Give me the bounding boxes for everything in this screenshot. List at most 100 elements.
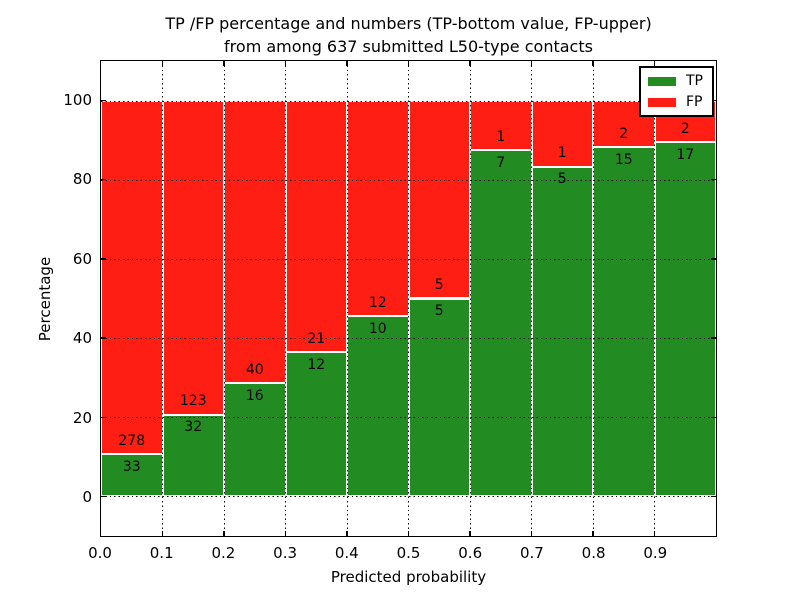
y-axis-label: Percentage [36,256,54,342]
fp-legend-label: FP [686,94,703,110]
tp-count-label: 5 [557,171,567,188]
x-tick-mark-top [530,61,533,66]
y-tick-mark-right [711,179,716,181]
x-tick-mark-bottom [407,531,410,536]
fp-count-label: 21 [307,331,326,348]
x-tick-mark-top [407,61,410,66]
tp-count-label: 32 [184,419,203,436]
x-gridline [285,61,286,536]
x-tick-mark-top [223,61,225,66]
y-tick-mark-left [101,179,106,181]
x-tick-mark-bottom [592,531,594,536]
x-tick-label: 0.6 [458,544,483,562]
y-tick-mark-right [711,416,716,418]
x-tick-mark-top [469,61,471,66]
y-tick-label: 80 [72,170,92,189]
y-gridline [101,417,716,419]
x-axis-label: Predicted probability [330,568,487,586]
y-gridline [101,496,716,498]
chart-title: TP /FP percentage and numbers (TP-bottom… [100,12,717,58]
bar-tp-segment [654,142,716,497]
x-tick-mark-bottom [469,531,471,536]
y-tick-mark-left [101,495,106,497]
tp-legend-label: TP [686,73,703,89]
y-tick-label: 20 [72,408,92,427]
x-gridline [469,61,471,536]
legend-entry-fp: FP [648,95,703,109]
y-tick-mark-left [101,337,106,339]
tp-count-label: 12 [307,357,326,374]
x-tick-mark-top [346,61,348,66]
fp-count-label: 278 [118,433,146,450]
tp-count-label: 16 [245,387,264,404]
bar-tp-segment [470,150,532,497]
bar-tp-segment [531,166,593,497]
x-gridline [162,61,163,536]
tp-count-label: 5 [434,303,444,320]
x-tick-label: 0.1 [149,544,174,562]
x-gridline [654,61,655,536]
x-tick-label: 0.0 [88,544,112,562]
fp-count-label: 12 [368,295,387,312]
x-tick-label: 0.7 [519,544,544,562]
x-tick-mark-bottom [223,531,225,536]
y-tick-mark-right [711,258,716,260]
x-gridline [531,61,532,536]
tp-count-label: 7 [496,154,506,171]
y-gridline [101,100,716,102]
bar-fp-segment [162,100,224,415]
x-tick-label: 0.2 [211,544,236,562]
chart-title-line2: from among 637 submitted L50-type contac… [224,37,593,56]
y-gridline [101,258,716,260]
annotations-layer: 278 33 123 32 40 16 21 12 12 10 5 5 1 7 1 5 2 15 2 17 [101,61,716,536]
x-tick-label: 0.5 [396,544,421,562]
y-gridline [101,338,716,340]
x-tick-label: 0.8 [581,544,606,562]
x-tick-mark-bottom [346,531,348,536]
bars-layer [101,61,716,536]
bar-tp-segment [162,414,224,497]
x-tick-mark-bottom [530,531,533,536]
tp-count-label: 10 [368,321,387,338]
x-tick-label: 0.3 [273,544,298,562]
x-gridline [408,61,409,536]
fp-count-label: 1 [557,145,567,162]
tick-marks-layer [101,61,716,536]
y-tick-mark-left [101,416,106,418]
bar-fp-segment [347,100,409,317]
bar-tp-segment [224,383,286,497]
x-gridline [223,61,225,536]
chart-title-line1: TP /FP percentage and numbers (TP-bottom… [165,14,652,33]
fp-count-label: 40 [245,362,264,379]
legend: TP FP [639,66,714,117]
x-tick-mark-bottom [284,531,287,536]
tp-count-label: 15 [614,151,633,168]
x-tick-mark-top [284,61,287,66]
fp-count-label: 123 [179,393,207,410]
bar-fp-segment [531,100,593,167]
x-tick-label: 0.4 [334,544,359,562]
x-gridline [592,61,594,536]
legend-entry-tp: TP [648,74,703,88]
x-tick-mark-top [592,61,594,66]
x-tick-mark-top [161,61,164,66]
x-tick-mark-bottom [653,531,656,536]
tp-legend-swatch [648,76,676,86]
x-tick-mark-bottom [161,531,164,536]
tp-count-label: 17 [676,146,695,163]
y-tick-mark-right [711,337,716,339]
y-tick-mark-right [711,495,716,497]
plot-area: 278 33 123 32 40 16 21 12 12 10 5 5 1 7 1 5 2 15 2 17 TP FP [100,60,717,537]
y-tick-mark-left [101,258,106,260]
fp-count-label: 2 [619,125,629,142]
fp-count-label: 5 [434,277,444,294]
bar-tp-segment [347,316,409,497]
bar-tp-segment [408,298,470,497]
fp-count-label: 2 [680,121,690,138]
y-tick-label: 0 [82,488,92,507]
x-tick-label: 0.9 [643,544,668,562]
y-gridline [101,179,716,181]
tp-count-label: 33 [122,458,141,475]
bar-tp-segment [285,352,347,497]
